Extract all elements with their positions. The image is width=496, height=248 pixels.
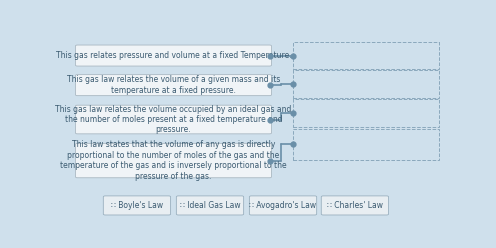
- FancyBboxPatch shape: [177, 196, 244, 215]
- Text: This gas relates pressure and volume at a fixed Temperature.: This gas relates pressure and volume at …: [56, 51, 291, 60]
- FancyBboxPatch shape: [321, 196, 388, 215]
- FancyBboxPatch shape: [293, 99, 439, 127]
- FancyBboxPatch shape: [75, 143, 271, 178]
- Text: This law states that the volume of any gas is directly
proportional to the numbe: This law states that the volume of any g…: [60, 140, 287, 181]
- FancyBboxPatch shape: [293, 70, 439, 98]
- FancyBboxPatch shape: [75, 45, 271, 66]
- Text: ∷ Ideal Gas Law: ∷ Ideal Gas Law: [180, 201, 240, 210]
- FancyBboxPatch shape: [103, 196, 171, 215]
- Text: ∷ Charles' Law: ∷ Charles' Law: [327, 201, 383, 210]
- Text: ∷ Boyle's Law: ∷ Boyle's Law: [111, 201, 163, 210]
- FancyBboxPatch shape: [293, 42, 439, 69]
- FancyBboxPatch shape: [75, 75, 271, 96]
- Text: This gas law relates the volume occupied by an ideal gas and
the number of moles: This gas law relates the volume occupied…: [55, 105, 292, 134]
- FancyBboxPatch shape: [75, 105, 271, 134]
- Text: This gas law relates the volume of a given mass and its
temperature at a fixed p: This gas law relates the volume of a giv…: [67, 75, 280, 95]
- Text: ∷ Avogadro's Law: ∷ Avogadro's Law: [249, 201, 316, 210]
- FancyBboxPatch shape: [293, 129, 439, 160]
- FancyBboxPatch shape: [249, 196, 316, 215]
